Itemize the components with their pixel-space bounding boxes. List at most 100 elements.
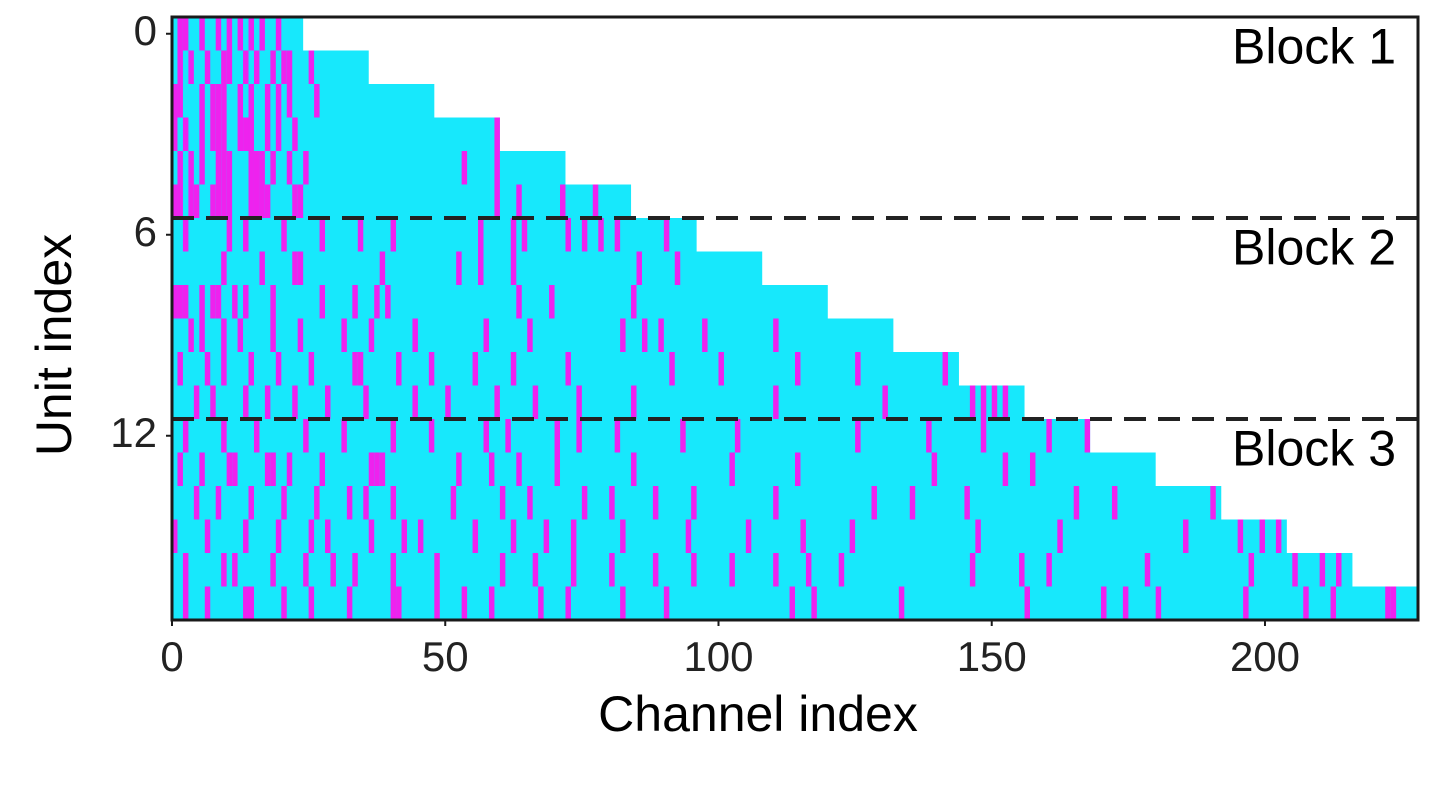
highlight-cell	[221, 251, 227, 285]
highlight-cell	[385, 285, 391, 319]
highlight-cell	[292, 385, 298, 419]
highlight-cell	[390, 486, 397, 520]
highlight-cell	[215, 151, 222, 185]
highlight-cell	[259, 17, 265, 51]
highlight-cell	[483, 419, 489, 453]
highlight-cell	[237, 117, 244, 151]
highlight-cell	[270, 553, 276, 587]
highlight-cell	[581, 218, 588, 252]
highlight-cell	[445, 385, 451, 419]
highlight-cell	[325, 385, 331, 419]
highlight-cell	[516, 452, 522, 486]
highlight-cell	[620, 586, 626, 620]
highlight-cell	[314, 84, 320, 118]
highlight-cell	[379, 251, 386, 285]
highlight-cell	[319, 218, 326, 252]
highlight-cell	[346, 486, 353, 520]
highlight-cell	[494, 117, 500, 151]
highlight-cell	[565, 352, 571, 386]
highlight-cell	[1303, 586, 1309, 620]
highlight-cell	[975, 519, 981, 553]
highlight-cell	[264, 452, 271, 486]
highlight-cell	[1319, 553, 1326, 587]
highlight-cell	[991, 385, 998, 419]
highlight-cell	[576, 385, 582, 419]
highlight-cell	[527, 318, 533, 352]
highlight-cell	[275, 519, 282, 553]
highlight-cell	[210, 285, 216, 319]
highlight-cell	[346, 586, 353, 620]
highlight-cell	[532, 385, 539, 419]
highlight-cell	[188, 318, 194, 352]
highlight-cell	[631, 385, 637, 419]
highlight-cell	[636, 251, 642, 285]
block-label: Block 1	[1232, 19, 1396, 75]
row-cells	[172, 218, 697, 252]
highlight-cell	[795, 452, 801, 486]
highlight-cell	[226, 452, 233, 486]
highlight-cell	[969, 553, 976, 587]
row-cells	[172, 385, 1025, 419]
highlight-cell	[308, 519, 315, 553]
highlight-cell	[396, 352, 402, 386]
highlight-cell	[478, 251, 484, 285]
row-cells	[172, 553, 1353, 587]
highlight-cell	[898, 586, 905, 620]
highlight-cell	[341, 419, 347, 453]
highlight-cell	[379, 452, 386, 486]
highlight-cell	[565, 586, 571, 620]
highlight-cell	[592, 184, 599, 218]
highlight-cell	[210, 84, 216, 118]
highlight-cell	[193, 184, 200, 218]
highlight-cell	[390, 419, 397, 453]
highlight-cell	[472, 519, 479, 553]
highlight-cell	[199, 318, 205, 352]
highlight-cell	[286, 84, 293, 118]
highlight-cell	[1019, 553, 1025, 587]
highlight-cell	[204, 519, 211, 553]
highlight-cell	[182, 285, 189, 319]
highlight-cell	[652, 553, 659, 587]
highlight-cell	[516, 285, 522, 319]
row-cells	[172, 117, 500, 151]
highlight-cell	[1155, 586, 1162, 620]
highlight-cell	[281, 486, 287, 520]
highlight-cell	[789, 586, 795, 620]
highlight-cell	[368, 452, 375, 486]
highlight-cell	[303, 553, 309, 587]
highlight-cell	[614, 218, 621, 252]
highlight-cell	[221, 117, 227, 151]
highlight-cell	[281, 586, 287, 620]
highlight-cell	[352, 285, 358, 319]
highlight-cell	[412, 318, 418, 352]
highlight-cell	[330, 553, 336, 587]
row-cells	[172, 419, 1091, 453]
highlight-cell	[472, 352, 479, 386]
highlight-cell	[368, 318, 375, 352]
highlight-cell	[270, 285, 276, 319]
highlight-cell	[177, 50, 183, 84]
highlight-cell	[352, 553, 358, 587]
highlight-cell	[303, 151, 309, 185]
highlight-cell	[237, 84, 244, 118]
highlight-cell	[270, 318, 276, 352]
highlight-cell	[1390, 586, 1397, 620]
highlight-cell	[177, 184, 183, 218]
highlight-cell	[565, 218, 571, 252]
highlight-cell	[554, 419, 561, 453]
highlight-cell	[199, 452, 205, 486]
highlight-cell	[248, 586, 254, 620]
highlight-cell	[942, 352, 949, 386]
highlight-cell	[199, 151, 205, 185]
highlight-cell	[275, 17, 282, 51]
highlight-cell	[773, 318, 779, 352]
highlight-cell	[505, 419, 511, 453]
highlight-cell	[281, 218, 287, 252]
highlight-cell	[232, 452, 238, 486]
highlight-cell	[516, 184, 522, 218]
highlight-cell	[325, 519, 331, 553]
highlight-cell	[652, 486, 659, 520]
highlight-cell	[297, 318, 304, 352]
highlight-cell	[390, 218, 397, 252]
